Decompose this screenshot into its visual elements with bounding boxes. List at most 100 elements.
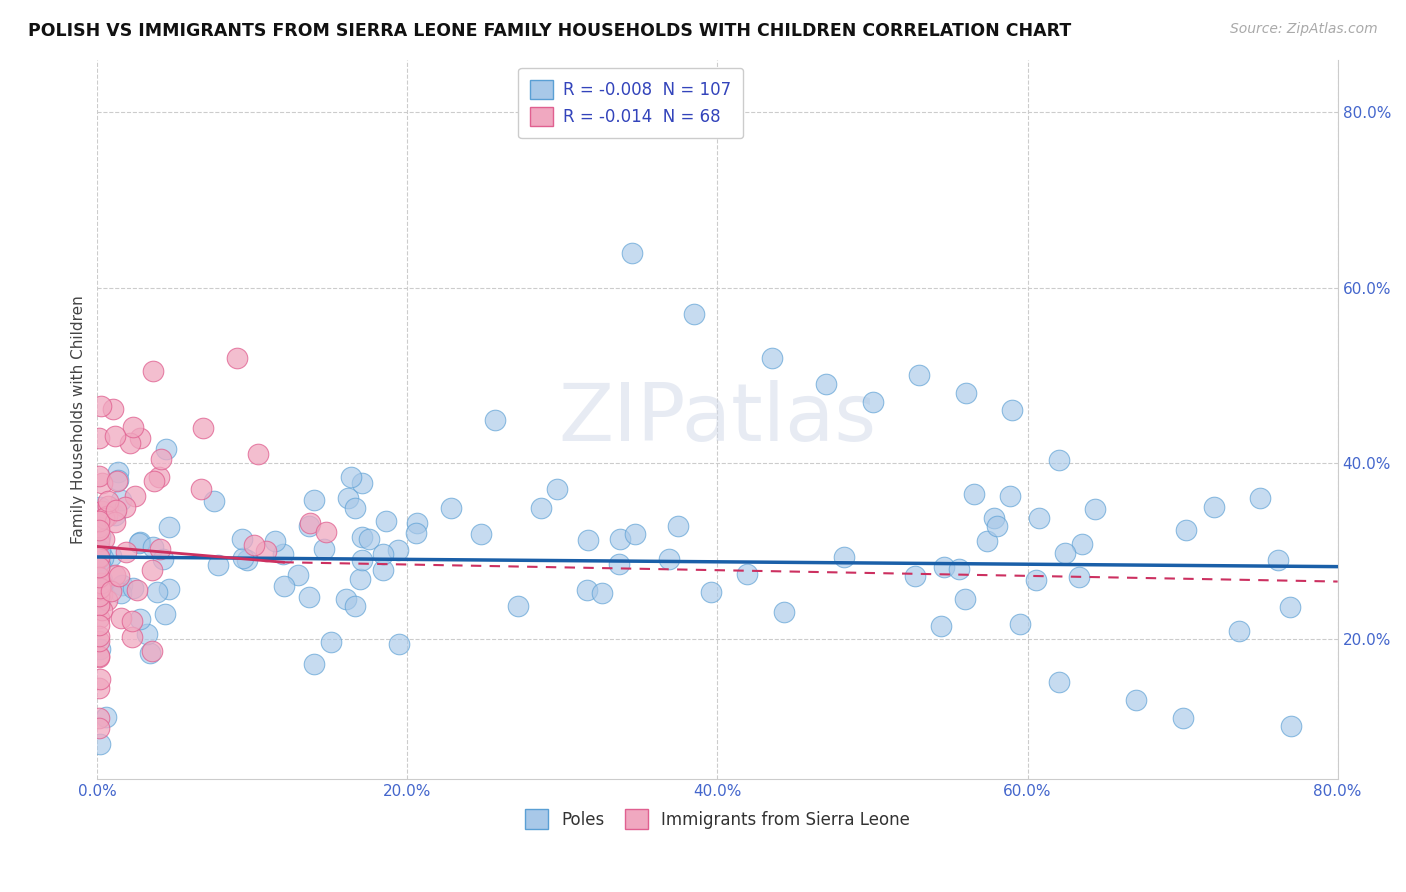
Point bbox=[89, 543, 111, 558]
Point bbox=[89, 529, 111, 543]
Point bbox=[89, 582, 111, 596]
Point bbox=[128, 536, 150, 550]
Point bbox=[91, 586, 114, 600]
Point bbox=[832, 550, 855, 565]
Point bbox=[100, 549, 122, 563]
Point bbox=[298, 519, 321, 533]
Point bbox=[91, 574, 114, 588]
Point bbox=[157, 520, 180, 534]
Point bbox=[87, 628, 110, 642]
Point bbox=[953, 592, 976, 607]
Point bbox=[1069, 570, 1091, 584]
Point bbox=[254, 543, 277, 558]
Point bbox=[983, 511, 1005, 525]
Point bbox=[96, 508, 118, 523]
Point bbox=[105, 475, 128, 489]
Point bbox=[986, 519, 1008, 533]
Point bbox=[623, 527, 645, 541]
Point bbox=[118, 435, 141, 450]
Point bbox=[319, 635, 342, 649]
Point bbox=[576, 533, 599, 547]
Point bbox=[1070, 537, 1092, 551]
Point bbox=[1227, 624, 1250, 638]
Point bbox=[121, 614, 143, 628]
Point bbox=[575, 582, 598, 597]
Point bbox=[94, 710, 117, 724]
Point bbox=[405, 526, 427, 541]
Point bbox=[97, 494, 120, 508]
Point bbox=[89, 611, 111, 625]
Point bbox=[761, 351, 783, 365]
Point bbox=[110, 586, 132, 600]
Point bbox=[89, 500, 111, 514]
Point bbox=[124, 490, 146, 504]
Point bbox=[101, 402, 124, 417]
Point bbox=[904, 569, 927, 583]
Point bbox=[91, 503, 114, 517]
Point bbox=[1047, 675, 1070, 690]
Point bbox=[87, 533, 110, 548]
Point bbox=[737, 566, 759, 581]
Point bbox=[90, 580, 112, 594]
Point bbox=[1249, 491, 1271, 506]
Point bbox=[91, 550, 114, 565]
Point bbox=[225, 351, 247, 365]
Point bbox=[141, 644, 163, 658]
Point bbox=[87, 514, 110, 528]
Point bbox=[139, 646, 162, 660]
Point bbox=[110, 610, 132, 624]
Point bbox=[111, 578, 134, 592]
Point bbox=[125, 583, 148, 598]
Point bbox=[89, 576, 111, 591]
Point bbox=[89, 737, 111, 751]
Point bbox=[1125, 693, 1147, 707]
Point bbox=[87, 560, 110, 574]
Point bbox=[87, 520, 110, 534]
Point bbox=[271, 547, 294, 561]
Point bbox=[315, 524, 337, 539]
Point bbox=[87, 523, 110, 537]
Point bbox=[100, 583, 122, 598]
Point bbox=[190, 482, 212, 496]
Point bbox=[1028, 511, 1050, 525]
Point bbox=[934, 559, 956, 574]
Point bbox=[375, 514, 398, 528]
Point bbox=[814, 377, 837, 392]
Point bbox=[89, 681, 111, 696]
Point bbox=[344, 599, 367, 613]
Point bbox=[1278, 600, 1301, 615]
Point bbox=[508, 599, 530, 614]
Point bbox=[1279, 719, 1302, 733]
Point bbox=[352, 553, 374, 567]
Point bbox=[115, 544, 138, 558]
Point bbox=[529, 500, 551, 515]
Point bbox=[90, 399, 112, 413]
Point bbox=[591, 586, 613, 600]
Point bbox=[149, 541, 172, 556]
Point bbox=[298, 516, 321, 531]
Point bbox=[97, 500, 120, 514]
Point bbox=[87, 570, 110, 584]
Point bbox=[87, 598, 110, 612]
Point bbox=[1053, 546, 1076, 560]
Point bbox=[440, 501, 463, 516]
Point bbox=[91, 476, 114, 491]
Point bbox=[700, 584, 723, 599]
Point bbox=[998, 490, 1021, 504]
Point bbox=[304, 657, 326, 672]
Y-axis label: Family Households with Children: Family Households with Children bbox=[72, 295, 86, 543]
Point bbox=[683, 307, 706, 321]
Point bbox=[657, 552, 679, 566]
Point bbox=[202, 493, 225, 508]
Point bbox=[908, 368, 931, 383]
Point bbox=[104, 568, 127, 582]
Point bbox=[110, 493, 132, 508]
Point bbox=[87, 648, 110, 663]
Point bbox=[114, 500, 136, 514]
Point bbox=[247, 447, 270, 461]
Point bbox=[344, 500, 367, 515]
Point bbox=[191, 421, 214, 435]
Point bbox=[87, 469, 110, 483]
Point bbox=[546, 483, 568, 497]
Point bbox=[862, 394, 884, 409]
